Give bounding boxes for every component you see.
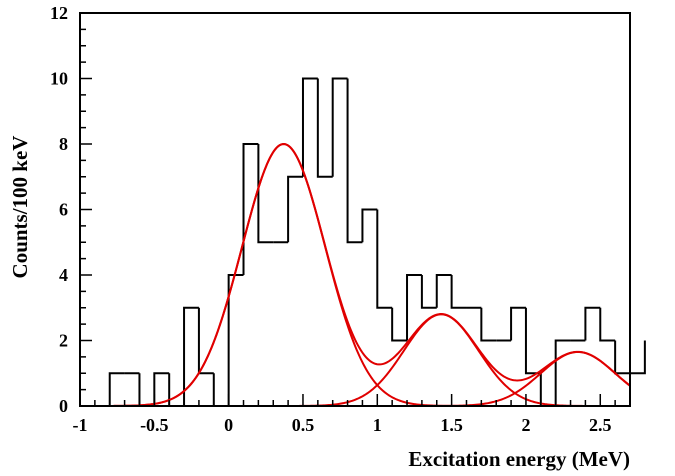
histogram-bin [599,307,616,342]
histogram-bin [301,77,318,177]
histogram-bin [138,373,155,407]
fit-curves [80,142,630,406]
fit-component-3 [80,350,630,406]
x-axis-ticks: -1 -0.5 0 0.5 1 1.5 2 2.5 [73,394,631,435]
histogram-bin [346,78,363,244]
y-tick-label: 4 [59,265,68,285]
histogram-bin [406,274,422,341]
histogram-bin [257,144,274,244]
fit-component-2 [80,313,630,406]
y-tick-label: 2 [59,331,68,351]
histogram-bin [630,340,646,375]
histogram-bin [614,340,630,375]
fit-total [80,142,630,406]
x-tick-label: 0 [224,415,233,435]
histogram-bin [435,274,452,308]
histogram-bin [480,307,497,342]
histogram-bin [391,307,408,342]
x-tick-label: -0.5 [140,415,169,435]
histogram-bin [227,274,244,406]
histogram-bin [183,306,199,406]
histogram-bin [168,373,185,407]
histogram-bin [242,143,259,275]
histogram-bin [584,306,601,341]
histogram-bin [197,307,214,375]
y-tick-label: 0 [59,396,68,416]
x-tick-label: 1.5 [440,415,463,435]
y-tick-label: 6 [59,200,68,220]
x-tick-label: 2.5 [589,415,612,435]
plot-area [79,12,646,407]
histogram-bin [287,175,303,243]
y-tick-label: 10 [50,69,68,89]
x-tick-label: 1 [373,415,382,435]
histogram-bin [361,208,378,243]
histogram-bin [420,275,437,309]
histogram-bin [539,373,556,407]
histogram-bin [376,209,393,309]
x-axis-title: Excitation energy (MeV) [408,447,630,471]
y-axis-ticks: 0 2 4 6 8 10 12 [50,3,92,416]
histogram-bin [316,78,333,178]
histogram-bin [510,306,526,341]
histogram-bin [450,275,467,309]
histogram-bin [331,77,348,177]
histogram-bin [212,373,229,407]
histogram-bin [554,339,571,406]
y-tick-label: 8 [59,134,68,154]
x-tick-label: -1 [73,415,88,435]
y-tick-label: 12 [50,3,68,23]
x-tick-label: 0.5 [292,415,315,435]
y-axis-title: Counts/100 keV [8,136,32,279]
histogram-bin [108,372,125,406]
x-tick-label: 2 [521,415,530,435]
histogram-bin [524,307,541,375]
